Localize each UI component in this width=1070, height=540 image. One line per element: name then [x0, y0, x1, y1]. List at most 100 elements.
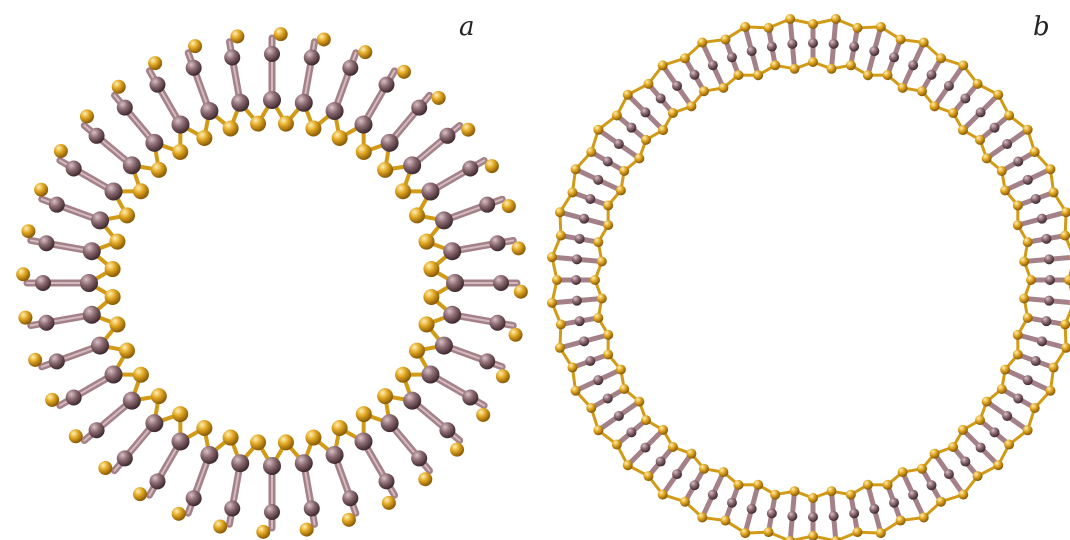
chalcogen-atom [150, 161, 167, 178]
chalcogen-atom [593, 312, 604, 323]
chalcogen-atom [993, 89, 1004, 100]
metal-atom [640, 107, 651, 118]
chalcogen-atom [753, 479, 764, 490]
chalcogen-atom [450, 442, 465, 457]
chalcogen-atom [273, 27, 288, 42]
chalcogen-atom [733, 70, 744, 81]
chalcogen-atom [733, 479, 744, 490]
chalcogen-atom [634, 396, 645, 407]
metal-atom [88, 127, 105, 144]
metal-atom [766, 41, 777, 52]
metal-atom [943, 80, 954, 91]
metal-atom [380, 414, 399, 433]
chalcogen-atom [1026, 275, 1036, 285]
metal-atom [294, 454, 313, 473]
metal-atom [655, 456, 666, 467]
metal-atom [1030, 356, 1041, 367]
chalcogen-atom [882, 479, 893, 490]
chalcogen-atom [196, 420, 213, 437]
metal-atom [613, 139, 624, 150]
chalcogen-atom [188, 39, 203, 54]
metal-atom [80, 274, 98, 292]
chalcogen-atom [1048, 187, 1059, 198]
chalcogen-atom [699, 463, 709, 474]
chalcogen-atom [79, 109, 94, 124]
chalcogen-atom [118, 342, 135, 359]
chalcogen-atom [593, 124, 604, 135]
chalcogen-atom [250, 115, 267, 132]
metal-atom [849, 508, 860, 519]
chalcogen-atom [680, 53, 690, 64]
metal-atom [185, 490, 202, 507]
chalcogen-atom [657, 489, 668, 500]
chalcogen-atom [981, 153, 992, 164]
metal-atom [1041, 233, 1052, 244]
chalcogen-atom [643, 471, 654, 482]
chalcogen-atom [552, 275, 562, 285]
metal-atom [602, 156, 613, 167]
chalcogen-atom [213, 519, 228, 534]
chalcogen-atom [104, 288, 121, 305]
chalcogen-atom [305, 429, 322, 446]
metal-atom [926, 69, 937, 80]
metal-atom [989, 427, 1000, 438]
metal-atom [579, 213, 590, 224]
metal-atom [378, 76, 395, 93]
chalcogen-atom [1029, 403, 1040, 413]
metal-atom [342, 59, 359, 76]
chalcogen-atom [508, 327, 523, 342]
chalcogen-atom [753, 70, 764, 81]
chalcogen-atom [172, 143, 189, 160]
bond-layer [23, 34, 521, 532]
chalcogen-atom [897, 82, 908, 93]
chalcogen-atom [611, 110, 622, 121]
chalcogen-atom [593, 237, 604, 248]
chalcogen-atom [118, 207, 135, 224]
metal-atom [403, 391, 422, 410]
chalcogen-atom [1012, 200, 1023, 211]
metal-atom [354, 432, 373, 451]
chalcogen-atom [16, 267, 31, 282]
panel-a-label: a [459, 12, 475, 42]
metal-atom [828, 38, 839, 49]
chalcogen-atom [974, 415, 985, 426]
metal-atom [434, 336, 453, 355]
chalcogen-atom [555, 319, 566, 330]
metal-atom [689, 69, 700, 80]
chalcogen-atom [667, 441, 678, 452]
metal-atom [200, 445, 219, 464]
chalcogen-atom [718, 467, 729, 478]
chalcogen-atom [993, 460, 1004, 471]
metal-atom [224, 500, 241, 517]
metal-atom [462, 160, 479, 177]
chalcogen-atom [643, 78, 654, 89]
metal-atom [1045, 275, 1055, 285]
chalcogen-atom [641, 415, 652, 426]
chalcogen-atom [132, 366, 149, 383]
chalcogen-atom [789, 486, 800, 497]
chalcogen-atom [972, 471, 983, 482]
metal-atom [439, 422, 456, 439]
chalcogen-atom [619, 166, 630, 176]
chalcogen-atom [418, 316, 435, 333]
chalcogen-atom [250, 434, 267, 451]
metal-atom [1041, 316, 1052, 327]
atom-layer [546, 13, 1070, 540]
metal-atom [726, 497, 737, 508]
metal-atom [571, 254, 582, 265]
chalcogen-atom [974, 134, 985, 145]
chalcogen-atom [603, 220, 614, 231]
chalcogen-atom [686, 101, 697, 112]
chalcogen-atom [972, 78, 983, 89]
chalcogen-atom [593, 425, 604, 436]
metal-atom [145, 414, 164, 433]
chalcogen-atom [686, 448, 697, 459]
metal-atom [38, 314, 55, 331]
metal-atom [1022, 375, 1033, 386]
chalcogen-atom [785, 536, 796, 540]
metal-atom [808, 38, 818, 48]
metal-atom [1036, 213, 1047, 224]
chalcogen-atom [1022, 425, 1033, 436]
metal-atom [960, 93, 971, 104]
metal-atom [746, 503, 757, 514]
